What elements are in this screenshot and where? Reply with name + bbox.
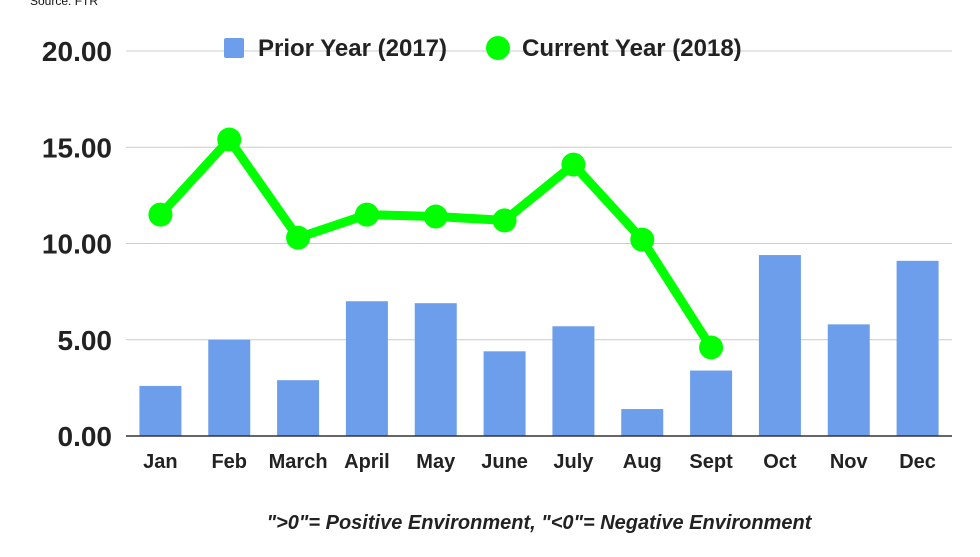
x-tick-label: Dec (899, 451, 936, 473)
x-tick-label: Sept (689, 451, 733, 473)
x-tick-label: Aug (623, 451, 662, 473)
footnote: ">0"= Positive Environment, "<0"= Negati… (267, 512, 813, 534)
y-tick-label: 0.00 (58, 421, 113, 452)
bar (415, 303, 457, 436)
x-tick-label: July (553, 451, 594, 473)
bar (828, 324, 870, 436)
y-tick-label: 10.00 (42, 229, 112, 260)
x-tick-label: Oct (763, 451, 797, 473)
y-tick-label: 5.00 (58, 325, 113, 356)
bar (346, 301, 388, 436)
line-point (493, 208, 517, 232)
bar (484, 351, 526, 436)
line-point (561, 153, 585, 177)
x-tick-label: April (344, 451, 390, 473)
x-tick-label: Nov (830, 451, 869, 473)
legend-swatch-line (486, 36, 510, 60)
line-point (148, 203, 172, 227)
bar-series (139, 255, 938, 436)
line-point (630, 228, 654, 252)
line-point (424, 205, 448, 229)
legend: Prior Year (2017) Current Year (2018) (224, 35, 742, 62)
x-tick-label: March (269, 451, 328, 473)
bar (621, 409, 663, 436)
line-point (699, 335, 723, 359)
line-point (217, 128, 241, 152)
bar (552, 326, 594, 436)
bar (690, 371, 732, 436)
bar (208, 340, 250, 436)
bar (139, 386, 181, 436)
y-tick-label: 20.00 (42, 36, 112, 67)
legend-label: Prior Year (2017) (258, 35, 447, 62)
x-tick-label: Feb (211, 451, 247, 473)
legend-label: Current Year (2018) (522, 35, 742, 62)
bar (277, 380, 319, 436)
y-tick-label: 15.00 (42, 132, 112, 163)
bar (759, 255, 801, 436)
x-tick-label: Jan (143, 451, 177, 473)
bar (897, 261, 939, 436)
source-note: Source: FTR (30, 0, 98, 8)
x-axis-ticks: Jan Feb March April May June July Aug Sept Oct Nov… (143, 451, 936, 473)
x-tick-label: May (416, 451, 456, 473)
x-tick-label: June (481, 451, 528, 473)
line-point (286, 226, 310, 250)
y-axis-ticks: 0.00 5.00 10.00 15.00 20.00 (42, 36, 112, 452)
line-point (355, 203, 379, 227)
legend-swatch-bar (224, 38, 244, 58)
